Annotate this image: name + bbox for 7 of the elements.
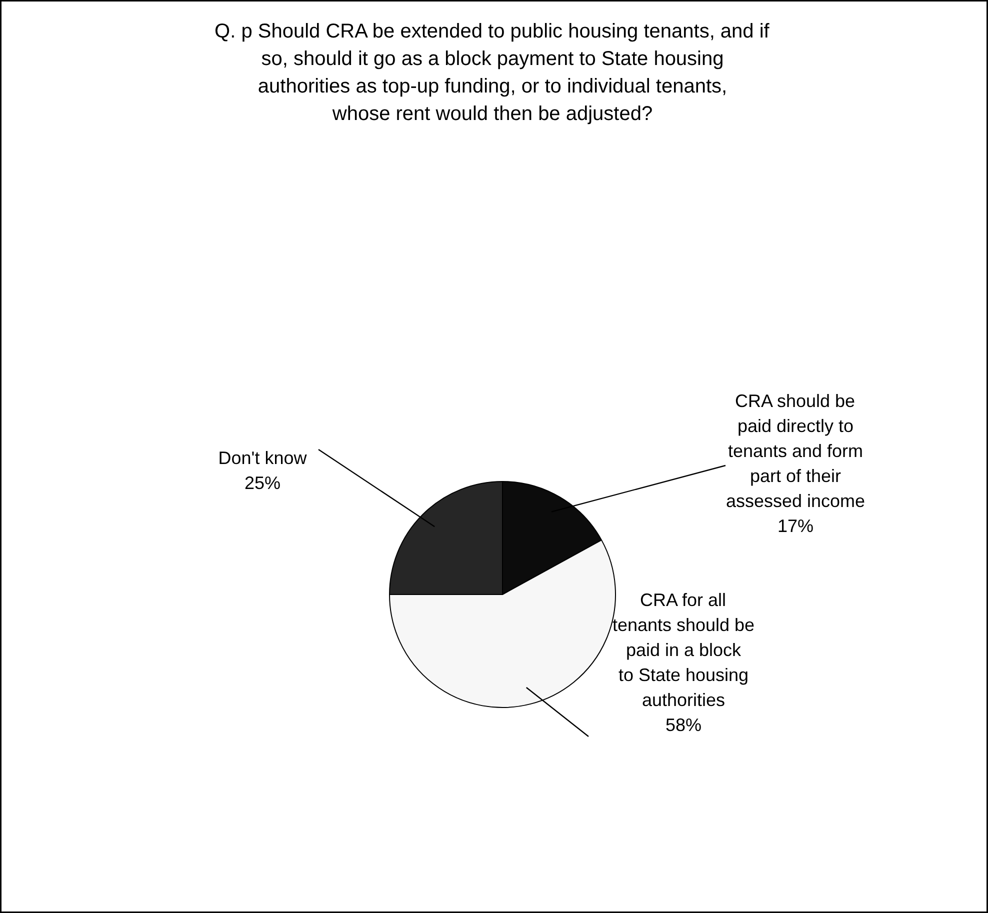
data-label: 58% (665, 715, 702, 735)
slice-label: CRA for all tenants should be paid in a block to State housing authorities (612, 590, 755, 710)
slice-label: Don't know (218, 448, 308, 468)
slice-label: CRA should be paid directly to tenants and form part of their assessed income (726, 391, 866, 511)
data-label: 17% (777, 516, 814, 536)
data-label: 25% (244, 473, 281, 493)
chart-title: Q. p Should CRA be extended to public housing tenants, and if so, should it go as a block payment to State housing authorities as top-up funding, or to individual tenants, whose rent would then be adjusted? (214, 20, 770, 125)
